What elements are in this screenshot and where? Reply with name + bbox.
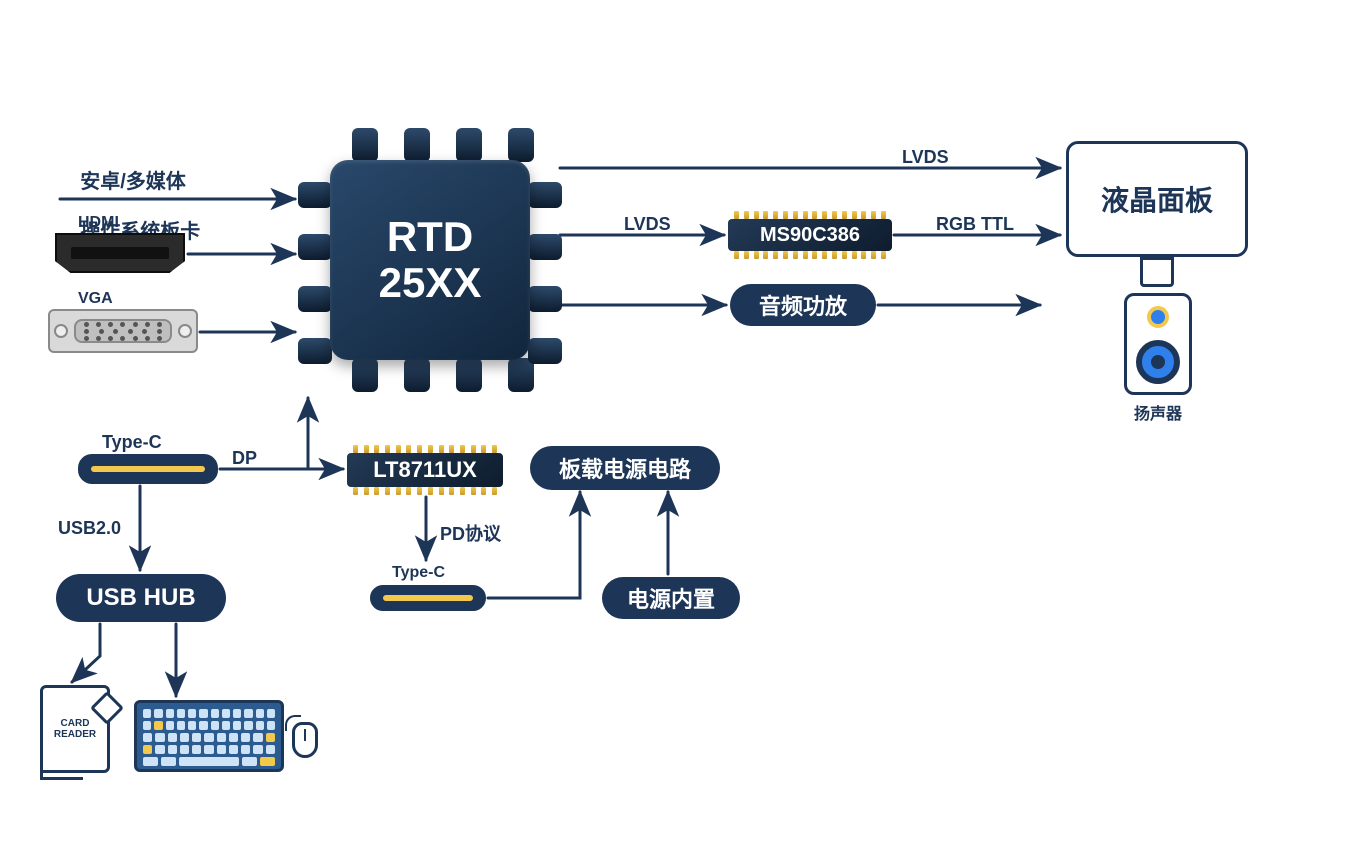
lcd-stand-icon xyxy=(1140,257,1174,287)
rtd-chip-line1: RTD xyxy=(387,214,473,260)
dp-label: DP xyxy=(232,448,257,469)
vga-port-icon xyxy=(48,309,198,353)
rgb-ttl-label: RGB TTL xyxy=(936,214,1014,235)
pd-protocol-label: PD协议 xyxy=(440,520,501,546)
hdmi-port-icon xyxy=(55,233,185,273)
typec-top-icon xyxy=(78,454,218,484)
internal-power-block: 电源内置 xyxy=(602,577,740,619)
rtd25xx-chip: RTD 25XX xyxy=(300,130,560,390)
lvds-mid-label: LVDS xyxy=(624,214,671,235)
typec-bottom-label: Type-C xyxy=(392,564,445,582)
lcd-panel: 液晶面板 xyxy=(1066,141,1248,257)
keyboard-icon xyxy=(134,700,284,772)
rtd-chip-line2: 25XX xyxy=(379,260,482,306)
card-reader-icon: CARDREADER xyxy=(40,685,110,773)
mouse-icon xyxy=(292,722,318,758)
speaker-caption: 扬声器 xyxy=(1134,400,1182,424)
lt8711ux-chip: LT8711UX xyxy=(347,445,503,495)
onboard-power-block: 板载电源电路 xyxy=(530,446,720,490)
typec-top-label: Type-C xyxy=(102,432,162,453)
typec-bottom-icon xyxy=(370,585,486,611)
lvds-top-label: LVDS xyxy=(902,147,949,168)
audio-amp-block: 音频功放 xyxy=(730,284,876,326)
usb20-label: USB2.0 xyxy=(58,518,121,539)
ms90c386-chip: MS90C386 xyxy=(728,211,892,259)
vga-label: VGA xyxy=(78,290,113,308)
usb-hub-block: USB HUB xyxy=(56,574,226,622)
edge-typec2-to-power xyxy=(488,492,580,598)
hdmi-label: HDMI xyxy=(78,214,119,232)
speaker-icon xyxy=(1124,293,1192,395)
edge-usbhub-to-card xyxy=(72,624,100,682)
